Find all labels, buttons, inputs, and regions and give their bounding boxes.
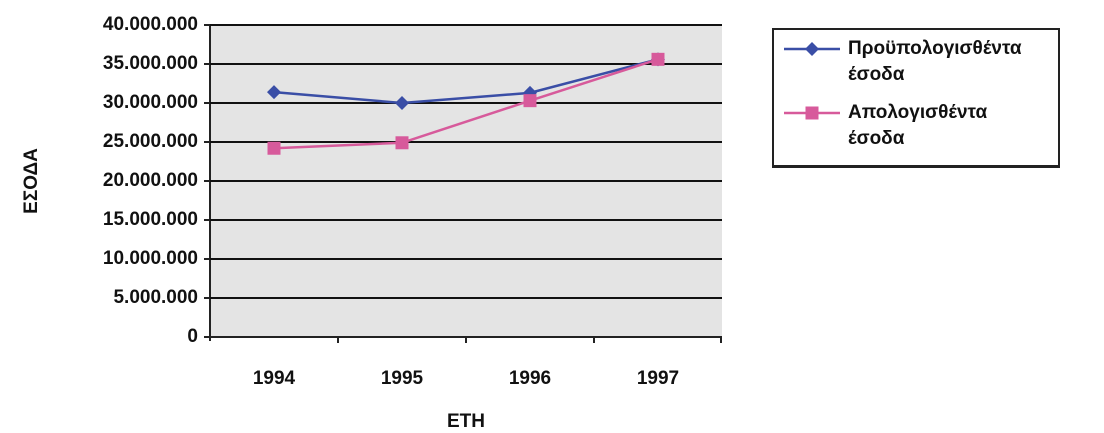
- legend-marker: [805, 42, 819, 56]
- x-tick-label: 1995: [381, 368, 424, 389]
- legend-swatch: [784, 106, 840, 120]
- legend-swatch: [784, 42, 840, 56]
- legend: Προϋπολογισθέντα έσοδα Απολογισθέντα έσοδ…: [772, 28, 1060, 168]
- x-tick-label: 1997: [637, 368, 679, 389]
- y-tick-label: 40.000.000: [103, 14, 198, 35]
- y-tick-label: 10.000.000: [103, 248, 198, 269]
- x-axis-label: ΕΤΗ: [447, 411, 485, 432]
- x-axis-ticks: [337, 337, 722, 343]
- y-tick-label: 15.000.000: [103, 209, 198, 230]
- y-axis-label: ΕΣΟΔΑ: [21, 148, 42, 214]
- y-tick-label: 20.000.000: [103, 170, 198, 191]
- legend-label: Προϋπολογισθέντα έσοδα: [848, 38, 1022, 85]
- legend-marker: [805, 106, 819, 120]
- x-tick-label: 1996: [509, 368, 551, 389]
- data-point: [523, 94, 537, 108]
- x-tick-label: 1994: [253, 368, 296, 389]
- legend-label: Απολογισθέντα έσοδα: [848, 102, 988, 149]
- legend-entry: Προϋπολογισθέντα έσοδα: [782, 36, 1057, 88]
- y-tick-label: 0: [187, 326, 198, 347]
- data-point: [395, 96, 409, 110]
- y-tick-label: 5.000.000: [113, 287, 198, 308]
- series-line: [273, 58, 659, 105]
- series-line: [273, 58, 659, 150]
- y-tick-label: 35.000.000: [103, 53, 198, 74]
- data-point: [651, 52, 665, 66]
- y-tick-label: 30.000.000: [103, 92, 198, 113]
- y-tick-label: 25.000.000: [103, 131, 198, 152]
- legend-entry: Απολογισθέντα έσοδα: [782, 100, 1057, 152]
- data-point: [395, 136, 409, 150]
- data-point: [267, 85, 281, 100]
- data-point: [267, 141, 281, 155]
